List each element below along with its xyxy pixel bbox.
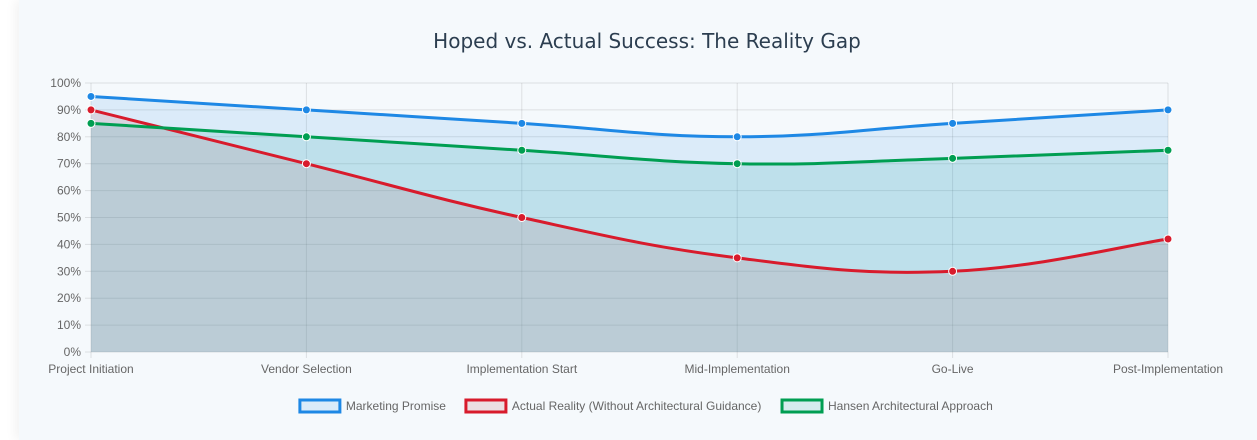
data-points <box>86 91 1173 276</box>
series-area-1 <box>91 109 1168 353</box>
y-tick-label: 90% <box>57 103 81 117</box>
data-point[interactable] <box>732 132 742 142</box>
axes: 0% 10% 20% 30% 40% 50% 60% 70% 80% 90% 100% Project… <box>48 76 1223 376</box>
legend-item[interactable]: Hansen Architectural Approach <box>780 398 993 414</box>
series-lines <box>89 94 1170 274</box>
legend-item[interactable]: Actual Reality (Without Architectural Gu… <box>464 398 761 414</box>
y-tick-label: 80% <box>57 130 81 144</box>
data-point[interactable] <box>86 105 96 115</box>
data-point[interactable] <box>517 145 527 155</box>
data-point[interactable] <box>517 213 527 222</box>
series-line-0 <box>89 94 1170 139</box>
y-tick-label: 10% <box>57 318 81 332</box>
y-tick-label: 20% <box>57 291 81 305</box>
data-point[interactable] <box>732 253 742 263</box>
data-point[interactable] <box>86 91 96 101</box>
series-line-1 <box>89 108 1170 274</box>
data-point[interactable] <box>948 118 958 128</box>
y-tick-label: 30% <box>57 264 81 278</box>
chart-title: Hoped vs. Actual Success: The Reality Ga… <box>433 29 861 53</box>
legend-label: Actual Reality (Without Architectural Gu… <box>512 399 761 413</box>
y-tick-label: 100% <box>50 76 81 90</box>
data-point[interactable] <box>301 132 311 142</box>
series-area-2 <box>91 123 1168 352</box>
y-tick-label: 40% <box>57 237 81 251</box>
data-point[interactable] <box>1163 145 1173 155</box>
legend-swatch <box>298 398 342 414</box>
data-point[interactable] <box>1163 234 1173 244</box>
x-tick-label: Go-Live <box>932 362 974 376</box>
data-point[interactable] <box>732 159 742 169</box>
legend-swatch <box>464 398 508 414</box>
data-point[interactable] <box>301 159 311 169</box>
x-tick-label: Post-Implementation <box>1113 362 1223 376</box>
data-point[interactable] <box>948 153 958 163</box>
legend-label: Hansen Architectural Approach <box>828 399 993 413</box>
y-tick-label: 0% <box>64 345 82 359</box>
reality-gap-chart: Hoped vs. Actual Success: The Reality Ga… <box>48 29 1223 414</box>
chart-card: Hoped vs. Actual Success: The Reality Ga… <box>19 0 1257 440</box>
y-tick-label: 50% <box>57 211 81 225</box>
y-tick-label: 60% <box>57 184 81 198</box>
legend-swatch <box>780 398 824 414</box>
data-point[interactable] <box>948 266 958 276</box>
data-point[interactable] <box>86 118 96 128</box>
data-point[interactable] <box>1163 105 1173 115</box>
data-point[interactable] <box>517 118 527 128</box>
x-tick-label: Mid-Implementation <box>685 362 790 376</box>
data-point[interactable] <box>301 105 311 115</box>
legend-label: Marketing Promise <box>346 399 446 413</box>
x-tick-label: Vendor Selection <box>261 362 352 376</box>
series-line-2 <box>89 121 1170 166</box>
x-tick-label: Implementation Start <box>466 362 577 376</box>
x-tick-label: Project Initiation <box>48 362 133 376</box>
legend[interactable]: Marketing Promise Actual Reality (Without… <box>298 398 993 414</box>
legend-item[interactable]: Marketing Promise <box>298 398 446 414</box>
y-tick-label: 70% <box>57 157 81 171</box>
